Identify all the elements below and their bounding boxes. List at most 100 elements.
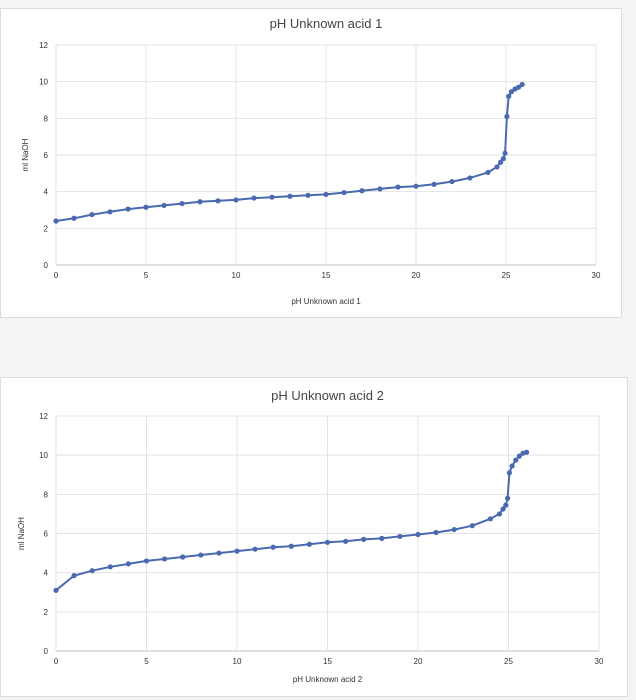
y-tick-label: 12 xyxy=(39,41,48,50)
y-tick-label: 10 xyxy=(39,451,48,460)
data-point xyxy=(500,506,506,512)
data-point xyxy=(503,502,509,508)
y-tick-label: 6 xyxy=(44,530,49,539)
data-point xyxy=(324,539,331,545)
y-tick-label: 2 xyxy=(44,224,49,233)
x-tick-label: 25 xyxy=(504,657,513,666)
x-tick-label: 0 xyxy=(54,657,59,666)
data-point xyxy=(53,587,59,593)
data-point xyxy=(233,197,239,203)
chart-acid-2: pH Unknown acid 2 0 2 4 6 8 10 12 0 5 10 15 20 25 30 pH… xyxy=(17,388,604,684)
data-point xyxy=(467,175,473,181)
y-tick-label: 0 xyxy=(44,647,49,656)
data-point xyxy=(288,543,294,549)
data-point xyxy=(234,548,240,554)
x-tick-label: 15 xyxy=(323,657,332,666)
x-tick-label: 20 xyxy=(412,271,421,280)
x-axis-title: pH Unknown acid 2 xyxy=(293,675,363,684)
y-tick-label: 12 xyxy=(39,412,48,421)
series-line xyxy=(55,451,527,592)
x-tick-label: 15 xyxy=(322,271,331,280)
data-point xyxy=(513,457,519,463)
data-point xyxy=(71,215,77,221)
x-tick-label: 10 xyxy=(233,657,242,666)
data-point xyxy=(216,550,222,556)
data-point xyxy=(506,93,512,99)
x-axis-title: pH Unknown acid 1 xyxy=(291,297,361,306)
data-point xyxy=(451,526,457,533)
y-tick-label: 4 xyxy=(44,569,49,578)
data-point xyxy=(433,529,439,536)
y-tick-label: 8 xyxy=(44,490,49,499)
y-tick-label: 0 xyxy=(44,261,49,270)
data-point xyxy=(395,184,401,190)
data-point xyxy=(343,538,349,544)
data-point xyxy=(305,192,311,198)
chart-panel-acid-2: pH Unknown acid 2 0 2 4 6 8 10 12 0 5 10 15 20 25 30 pH… xyxy=(0,377,628,697)
y-axis-title: ml NaOH xyxy=(21,138,30,171)
data-point xyxy=(500,156,506,162)
data-point xyxy=(359,188,365,194)
x-tick-label: 5 xyxy=(144,657,149,666)
data-point xyxy=(502,150,508,156)
data-point xyxy=(397,533,403,540)
data-point xyxy=(377,186,383,192)
data-point xyxy=(485,169,491,176)
data-point xyxy=(379,535,385,541)
data-point xyxy=(449,178,455,185)
chart-panel-acid-1: pH Unknown acid 1 0 2 4 6 8 10 12 0 5 10 15 20 25 30 pH… xyxy=(0,8,622,318)
chart-acid-1: pH Unknown acid 1 0 2 4 6 8 10 12 0 5 10 15 20 25 30 pH… xyxy=(21,16,601,306)
data-point xyxy=(504,495,511,501)
data-point xyxy=(71,573,77,579)
data-point xyxy=(323,191,329,198)
series-line xyxy=(55,83,523,222)
data-point xyxy=(516,453,522,459)
x-tick-label: 30 xyxy=(592,271,601,280)
x-tick-label: 5 xyxy=(144,271,149,280)
data-point xyxy=(125,206,131,212)
y-tick-label: 4 xyxy=(44,188,49,197)
data-point xyxy=(487,516,493,522)
data-point xyxy=(509,463,515,469)
data-point xyxy=(341,189,347,196)
chart-title: pH Unknown acid 2 xyxy=(271,388,384,403)
data-point xyxy=(270,544,276,550)
x-tick-label: 25 xyxy=(502,271,511,280)
data-point xyxy=(143,204,149,210)
data-point xyxy=(251,195,257,201)
data-point xyxy=(125,561,131,567)
y-tick-label: 10 xyxy=(39,78,48,87)
data-point xyxy=(469,523,475,529)
data-point xyxy=(504,113,510,120)
data-point xyxy=(498,159,504,165)
data-point xyxy=(215,198,221,204)
data-point xyxy=(179,200,185,207)
x-tick-label: 20 xyxy=(414,657,423,666)
data-point xyxy=(524,449,530,455)
data-point xyxy=(252,546,258,552)
data-point xyxy=(306,541,312,547)
y-tick-label: 8 xyxy=(44,114,49,123)
data-point xyxy=(89,568,95,574)
data-point xyxy=(516,84,522,90)
data-point xyxy=(161,202,167,209)
data-point xyxy=(107,564,113,570)
y-axis-title: ml NaOH xyxy=(17,517,26,550)
data-point xyxy=(361,536,367,542)
x-tick-label: 0 xyxy=(54,271,59,280)
data-point xyxy=(494,164,500,170)
data-point xyxy=(415,531,421,538)
data-point xyxy=(519,81,525,88)
y-tick-label: 6 xyxy=(44,151,49,160)
data-point xyxy=(269,194,275,200)
data-point xyxy=(143,558,150,564)
data-point xyxy=(197,199,203,205)
data-point xyxy=(198,552,204,558)
data-point xyxy=(287,193,293,199)
data-point xyxy=(496,511,503,517)
data-point xyxy=(89,211,95,218)
data-point xyxy=(413,183,419,189)
data-point xyxy=(180,554,186,560)
data-point xyxy=(53,218,59,224)
data-point xyxy=(162,556,168,562)
